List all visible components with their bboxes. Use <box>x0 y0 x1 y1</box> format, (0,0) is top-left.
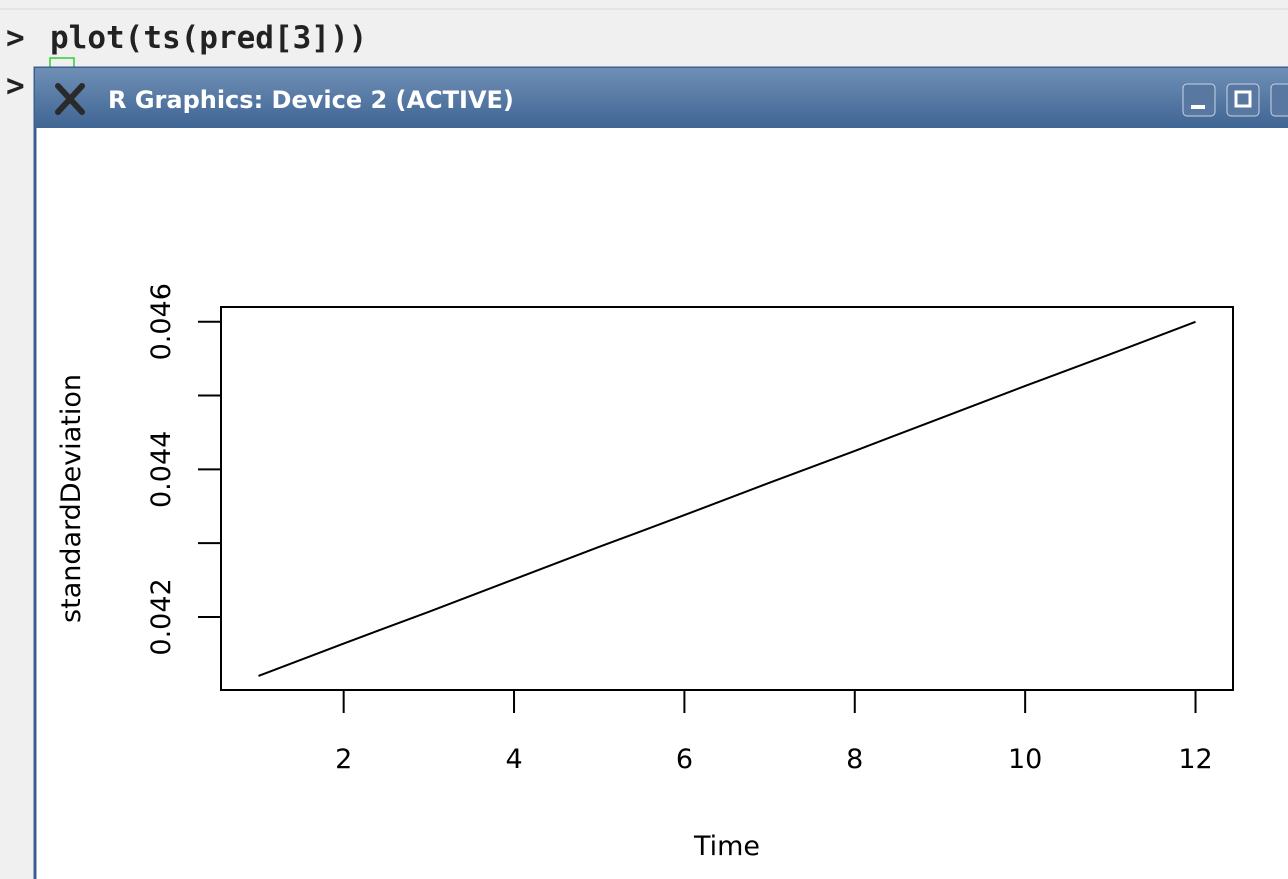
graphics-window <box>33 66 1288 879</box>
y-tick-label: 0.042 <box>146 578 177 655</box>
data-line <box>258 320 1196 677</box>
x-tick-label: 2 <box>335 744 352 775</box>
x-tick-label: 4 <box>505 744 522 775</box>
y-tick-label: 0.044 <box>146 431 177 508</box>
console-prompt: > <box>6 20 25 56</box>
console-edge <box>0 8 1288 10</box>
x-axis-label: Time <box>693 831 760 862</box>
close-button[interactable] <box>1270 83 1288 117</box>
maximize-button[interactable] <box>1226 83 1260 117</box>
y-axis-label: standardDeviation <box>56 374 87 623</box>
minimize-icon <box>1191 105 1205 109</box>
x-tick-label: 8 <box>846 744 863 775</box>
window-icon <box>55 83 85 115</box>
x-tick-label: 12 <box>1178 744 1212 775</box>
plot: 2 4 6 8 10 12 0.042 0.044 0.046 Time standardDevia… <box>56 283 1234 862</box>
y-tick-label: 0.046 <box>146 283 177 360</box>
console-prompt: > <box>6 68 25 104</box>
maximize-icon <box>1234 90 1252 108</box>
console-command: plot(ts(pred[3])) <box>50 20 367 56</box>
x-tick-label: 10 <box>1008 744 1042 775</box>
minimize-button[interactable] <box>1182 83 1216 117</box>
window-title: R Graphics: Device 2 (ACTIVE) <box>108 86 514 114</box>
title-bar <box>35 68 1288 128</box>
x-tick-label: 6 <box>676 744 693 775</box>
